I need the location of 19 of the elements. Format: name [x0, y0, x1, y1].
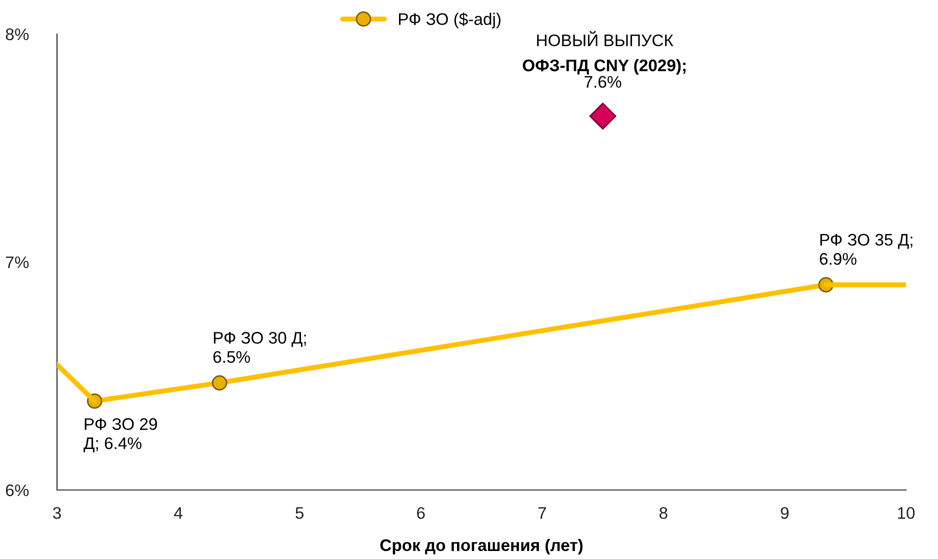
x-axis-title: Срок до погашения (лет) [380, 538, 583, 554]
y-tick-label: 8% [6, 28, 29, 40]
x-tick-label: 10 [898, 507, 915, 519]
legend-label: РФ ЗО ($-adj) [399, 12, 500, 28]
x-tick-label: 8 [660, 507, 668, 519]
x-tick-label: 7 [538, 507, 546, 519]
annotation: ОФЗ-ПД CNY (2029); [522, 59, 686, 75]
y-tick-label: 6% [6, 484, 29, 496]
x-tick-label: 9 [780, 507, 789, 519]
x-tick-label: 5 [296, 507, 304, 519]
annotation: РФ ЗО 29 Д; 6.4% [84, 418, 157, 452]
x-tick-label: 6 [417, 507, 425, 519]
annotation: РФ ЗО 30 Д; 6.5% [213, 332, 306, 363]
x-tick-label: 3 [53, 507, 61, 519]
y-tick-label: 7% [6, 256, 29, 268]
x-tick-label: 4 [174, 507, 182, 519]
annotation: НОВЫЙ ВЫПУСК [537, 31, 674, 46]
annotation: РФ ЗО 35 Д; 6.9% [820, 234, 912, 265]
annotation: 7.6% [584, 76, 622, 88]
